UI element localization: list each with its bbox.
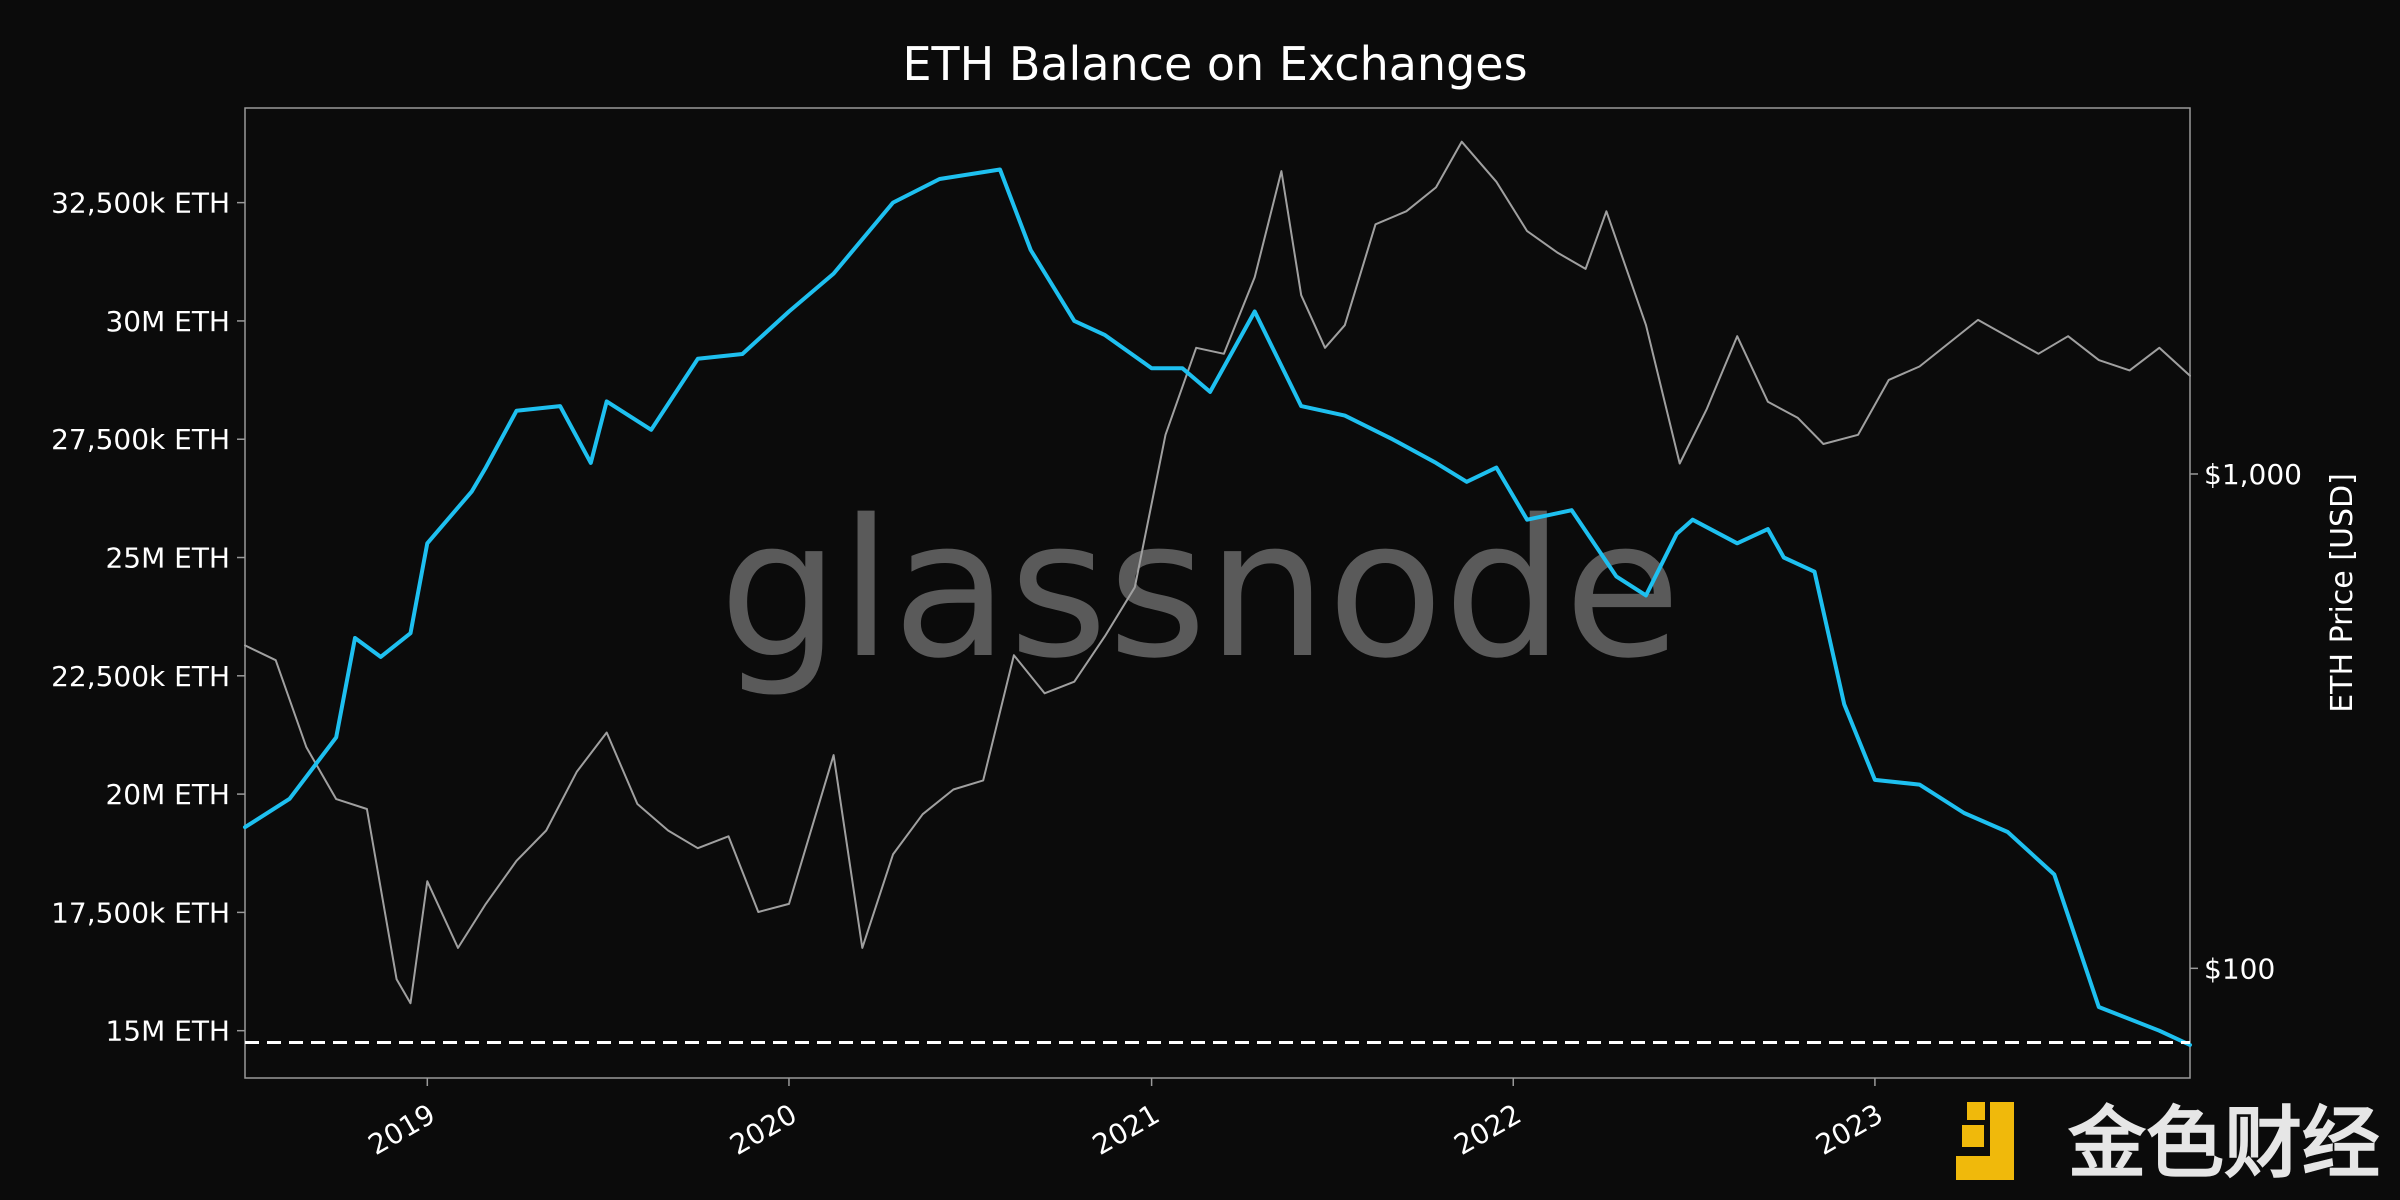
exchange-balance-line [243, 167, 2192, 1047]
left-tick-label: 27,500k ETH [51, 423, 230, 456]
left-tick-label: 32,500k ETH [51, 187, 230, 220]
brand-name: 金色财经 [2067, 1099, 2380, 1189]
left-axis-ticks: 32,500k ETH 30M ETH 27,500k ETH 25M ETH 22,5… [51, 187, 245, 1048]
right-tick-label: $1,000 [2204, 458, 2302, 491]
right-axis-ticks: $1,000 $100 [2190, 458, 2302, 985]
left-tick-label: 15M ETH [105, 1015, 230, 1048]
jinse-logo-icon [1956, 1102, 2014, 1180]
left-tick-label: 20M ETH [105, 778, 230, 811]
plot-frame [244, 107, 2191, 1079]
left-tick-label: 22,500k ETH [51, 660, 230, 693]
glassnode-watermark: glassnode [719, 479, 1681, 700]
left-tick-label: 30M ETH [105, 305, 230, 338]
right-axis-label: ETH Price [USD] [2325, 473, 2360, 713]
eth-price-line [244, 140, 2191, 1005]
chart-title: ETH Balance on Exchanges [902, 37, 1527, 91]
left-tick-label: 25M ETH [105, 542, 230, 575]
right-tick-label: $100 [2204, 952, 2275, 985]
series-layer [243, 140, 2192, 1047]
left-tick-label: 17,500k ETH [51, 896, 230, 929]
